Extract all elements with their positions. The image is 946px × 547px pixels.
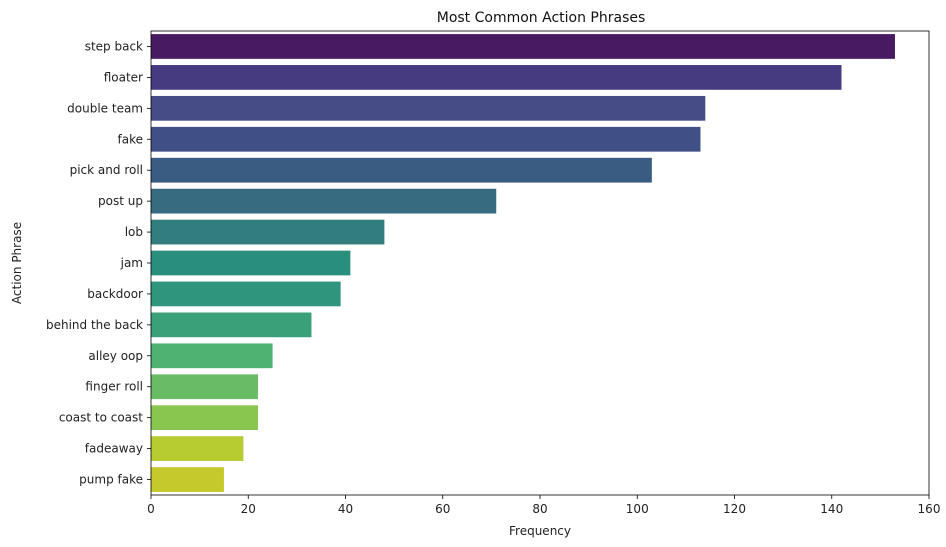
x-tick-label: 100 — [626, 502, 649, 516]
x-tick-label: 0 — [147, 502, 155, 516]
y-tick-label: floater — [104, 70, 143, 84]
y-tick-label: double team — [67, 101, 143, 115]
bar-finger-roll — [151, 374, 258, 400]
bar-post-up — [151, 188, 497, 214]
y-tick-label: step back — [85, 39, 143, 53]
bar-fake — [151, 126, 701, 152]
bar-fadeaway — [151, 436, 244, 461]
bar-backdoor — [151, 281, 341, 307]
plot-frame — [150, 30, 930, 496]
x-tick-label: 40 — [338, 502, 353, 516]
y-tick-label: post up — [98, 194, 143, 208]
bar-pick-and-roll — [151, 157, 652, 183]
y-tick-label: coast to coast — [59, 411, 143, 425]
y-tick-label: fadeaway — [85, 442, 143, 456]
bar-pump-fake — [151, 467, 224, 492]
chart-title: Most Common Action Phrases — [437, 10, 646, 26]
y-axis-ticks: step back floater double team fake pick and … — [46, 39, 151, 487]
x-tick-label: 20 — [241, 502, 256, 516]
y-tick-label: alley oop — [88, 349, 143, 363]
y-tick-label: pump fake — [79, 473, 143, 487]
bar-lob — [151, 219, 385, 245]
bar-coast-to-coast — [151, 405, 258, 431]
bar-double-team — [151, 95, 706, 121]
y-tick-label: behind the back — [46, 318, 143, 332]
x-axis-ticks: 0 20 40 60 80 100 120 140 160 — [147, 495, 940, 516]
x-axis-label: Frequency — [509, 524, 571, 538]
x-tick-label: 60 — [435, 502, 450, 516]
bar-jam — [151, 250, 351, 276]
y-tick-label: fake — [118, 132, 143, 146]
bars-group — [151, 34, 895, 492]
x-tick-label: 120 — [723, 502, 746, 516]
x-tick-label: 160 — [918, 502, 941, 516]
y-tick-label: jam — [120, 256, 143, 270]
x-tick-label: 80 — [532, 502, 547, 516]
bar-floater — [151, 65, 842, 90]
bar-alley-oop — [151, 343, 273, 369]
y-axis-label: Action Phrase — [10, 222, 24, 304]
bar-behind-the-back — [151, 312, 312, 338]
y-tick-label: finger roll — [85, 380, 143, 394]
x-tick-label: 140 — [820, 502, 843, 516]
bar-step-back — [151, 34, 895, 59]
y-tick-label: backdoor — [87, 287, 143, 301]
y-tick-label: lob — [125, 225, 143, 239]
y-tick-label: pick and roll — [70, 163, 143, 177]
